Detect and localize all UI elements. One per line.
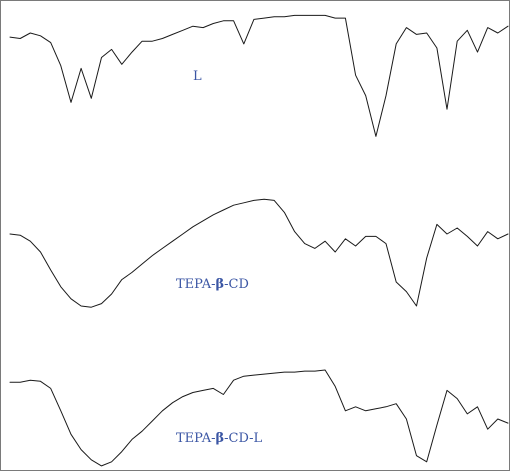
spectrum-line-tepa-beta-cd-l <box>9 369 509 467</box>
spectrum-line-l <box>9 14 509 137</box>
series-label-tepa-beta-cd-l: TEPA-β-CD-L <box>176 431 263 446</box>
spectrum-line-tepa-beta-cd <box>9 198 509 308</box>
label-part-prefix: TEPA- <box>176 277 216 292</box>
series-label-tepa-beta-cd: TEPA-β-CD <box>176 277 249 292</box>
label-part-beta: β <box>216 277 225 292</box>
series-label-l: L <box>193 69 202 84</box>
label-part-suffix: -CD <box>224 277 249 292</box>
series-label-l-text: L <box>193 69 202 84</box>
label-part-prefix: TEPA- <box>176 431 216 446</box>
label-part-beta: β <box>216 431 225 446</box>
label-part-suffix: -CD-L <box>224 431 262 446</box>
